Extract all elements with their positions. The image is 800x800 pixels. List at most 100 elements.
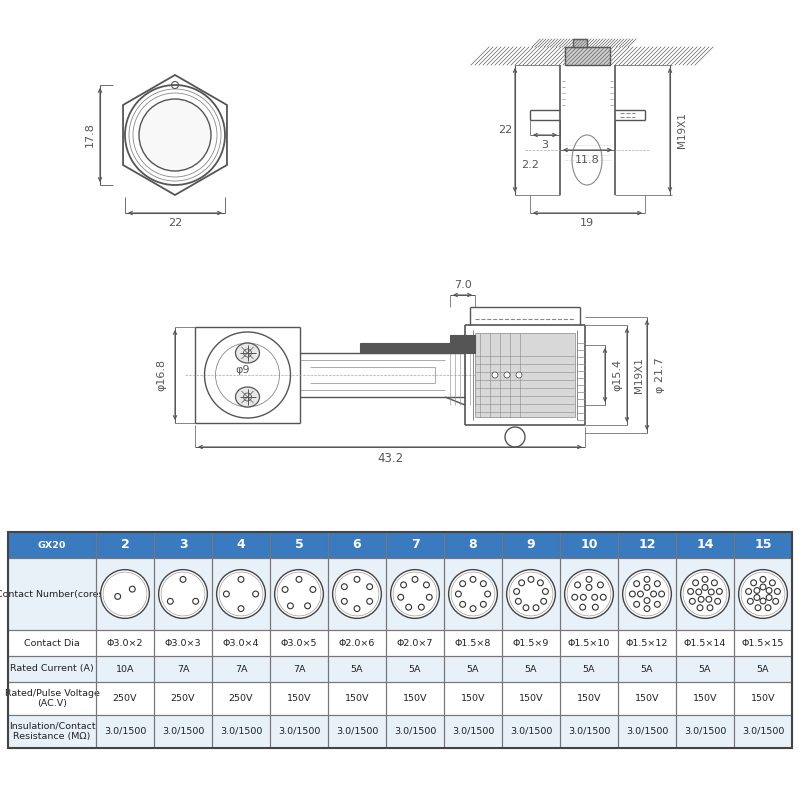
Bar <box>734 558 792 630</box>
Bar <box>270 558 328 630</box>
Text: 11.8: 11.8 <box>575 155 600 165</box>
Bar <box>96 558 154 630</box>
Circle shape <box>738 570 787 618</box>
Bar <box>212 656 270 682</box>
Circle shape <box>449 570 498 618</box>
Text: 8: 8 <box>469 538 478 551</box>
Text: 5A: 5A <box>582 665 595 674</box>
Circle shape <box>622 570 671 618</box>
Text: 19: 19 <box>580 218 594 228</box>
Text: 2.2: 2.2 <box>521 160 539 170</box>
Ellipse shape <box>235 387 259 407</box>
Bar <box>618 682 676 715</box>
Bar <box>96 682 154 715</box>
Bar <box>618 656 676 682</box>
Bar <box>270 715 328 748</box>
Bar <box>560 532 618 558</box>
Bar <box>154 558 212 630</box>
Bar <box>502 656 560 682</box>
Bar <box>8 715 96 748</box>
Bar <box>502 558 560 630</box>
Text: Φ1.5×8: Φ1.5×8 <box>455 638 491 647</box>
Text: 250V: 250V <box>170 694 195 703</box>
Text: 150V: 150V <box>750 694 775 703</box>
Text: 3.0/1500: 3.0/1500 <box>452 727 494 736</box>
Circle shape <box>681 570 730 618</box>
Bar <box>386 558 444 630</box>
Bar <box>565 47 610 65</box>
Bar <box>154 532 212 558</box>
Text: 3.0/1500: 3.0/1500 <box>626 727 668 736</box>
Text: Φ1.5×12: Φ1.5×12 <box>626 638 668 647</box>
Bar <box>450 335 475 353</box>
Bar <box>560 630 618 656</box>
Text: 3.0/1500: 3.0/1500 <box>162 727 204 736</box>
Text: 7A: 7A <box>234 665 247 674</box>
Bar <box>8 682 96 715</box>
Text: 5A: 5A <box>350 665 363 674</box>
Bar <box>386 532 444 558</box>
Text: 17.8: 17.8 <box>85 122 95 147</box>
Text: 22: 22 <box>498 125 512 135</box>
Bar <box>8 532 792 748</box>
Bar <box>618 532 676 558</box>
Text: Insulation/Contact
Resistance (MΩ): Insulation/Contact Resistance (MΩ) <box>9 722 95 741</box>
Bar <box>475 333 575 417</box>
Bar <box>676 682 734 715</box>
Bar <box>328 630 386 656</box>
Text: 10A: 10A <box>116 665 134 674</box>
Bar <box>270 682 328 715</box>
Bar <box>618 558 676 630</box>
Text: 150V: 150V <box>345 694 370 703</box>
Bar <box>560 682 618 715</box>
Bar <box>212 715 270 748</box>
Bar <box>560 656 618 682</box>
Text: Φ3.0×3: Φ3.0×3 <box>165 638 202 647</box>
Text: 7: 7 <box>410 538 419 551</box>
Bar <box>444 630 502 656</box>
Bar <box>386 656 444 682</box>
Text: Rated/Pulse Voltage
(AC.V): Rated/Pulse Voltage (AC.V) <box>5 689 99 708</box>
Circle shape <box>333 570 382 618</box>
Text: M19X1: M19X1 <box>634 357 644 393</box>
Bar <box>8 630 792 656</box>
Text: 3.0/1500: 3.0/1500 <box>510 727 552 736</box>
Text: 250V: 250V <box>113 694 138 703</box>
Circle shape <box>274 570 323 618</box>
Text: 5A: 5A <box>466 665 479 674</box>
Bar <box>8 656 96 682</box>
Text: 5: 5 <box>294 538 303 551</box>
Text: 3.0/1500: 3.0/1500 <box>336 727 378 736</box>
Bar <box>734 682 792 715</box>
Bar <box>96 656 154 682</box>
Circle shape <box>217 570 266 618</box>
Text: Φ2.0×6: Φ2.0×6 <box>339 638 375 647</box>
Circle shape <box>516 372 522 378</box>
Bar <box>676 715 734 748</box>
Text: 22: 22 <box>168 218 182 228</box>
Bar <box>212 558 270 630</box>
Text: M19X1: M19X1 <box>677 112 687 148</box>
Text: 3.0/1500: 3.0/1500 <box>684 727 726 736</box>
Bar <box>8 532 792 558</box>
Text: 43.2: 43.2 <box>377 453 403 466</box>
Text: GX20: GX20 <box>38 541 66 550</box>
Text: 3.0/1500: 3.0/1500 <box>278 727 320 736</box>
Text: 150V: 150V <box>461 694 486 703</box>
Text: 3.0/1500: 3.0/1500 <box>568 727 610 736</box>
Circle shape <box>390 570 439 618</box>
Circle shape <box>158 570 207 618</box>
Bar <box>270 656 328 682</box>
Bar <box>386 715 444 748</box>
Text: 3.0/1500: 3.0/1500 <box>394 727 436 736</box>
Bar <box>154 630 212 656</box>
Bar <box>328 682 386 715</box>
Text: Φ2.0×7: Φ2.0×7 <box>397 638 433 647</box>
Text: 5A: 5A <box>409 665 422 674</box>
Bar <box>444 682 502 715</box>
Text: 150V: 150V <box>286 694 311 703</box>
Text: 5A: 5A <box>525 665 538 674</box>
Bar <box>154 682 212 715</box>
Bar <box>502 715 560 748</box>
Bar <box>560 558 618 630</box>
